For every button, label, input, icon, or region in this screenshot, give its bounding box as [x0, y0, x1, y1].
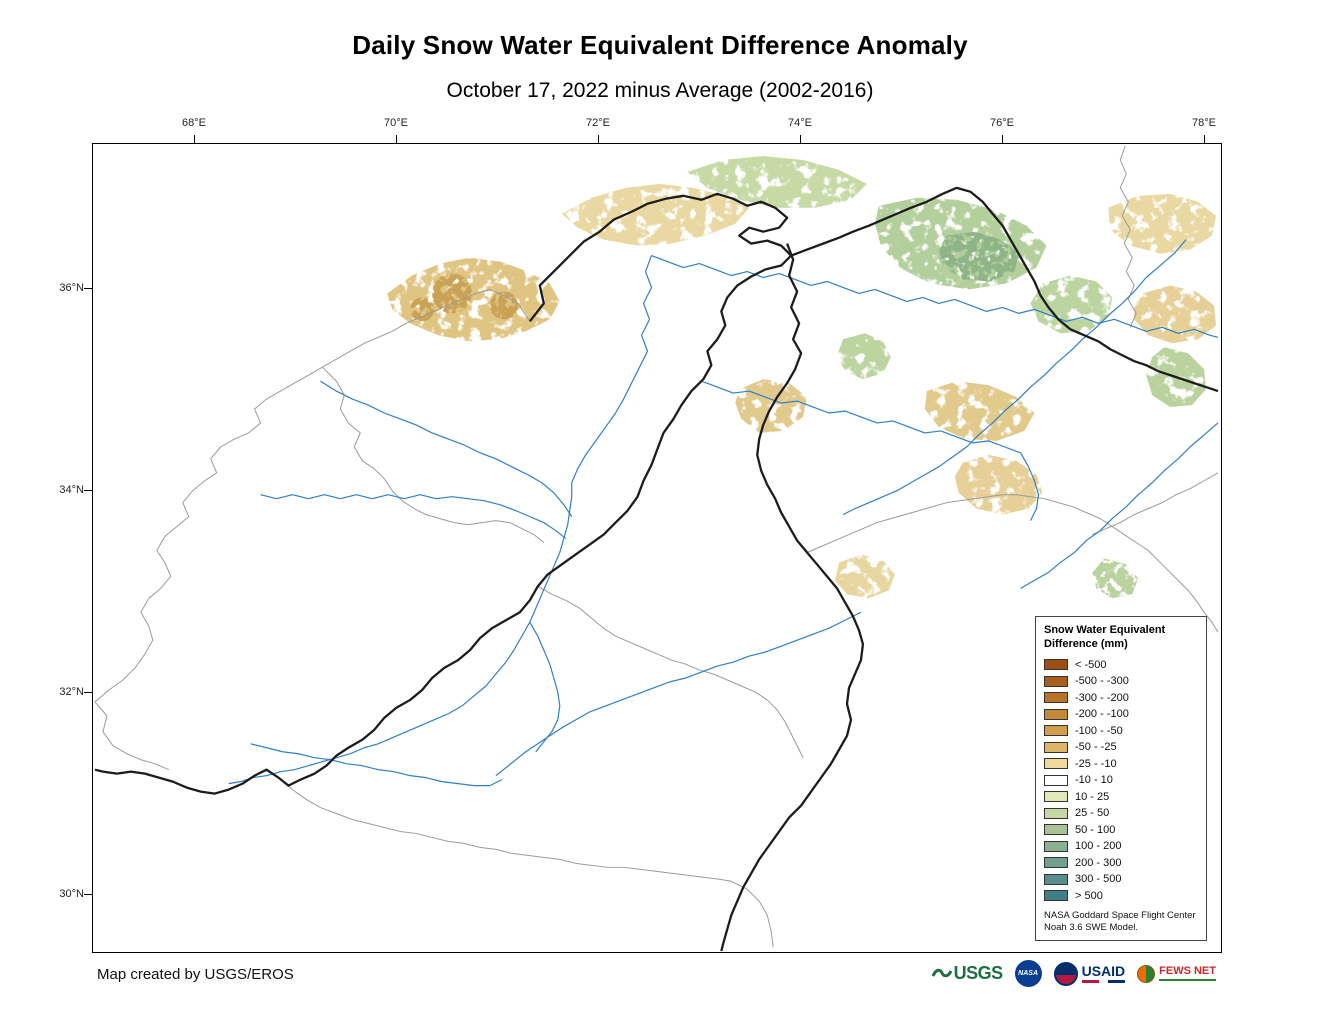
legend-entry: -25 - -10	[1044, 756, 1198, 773]
map-credit: Map created by USGS/EROS	[97, 966, 294, 983]
map-frame: Snow Water Equivalent Difference (mm) < …	[92, 143, 1222, 953]
legend-label: -25 - -10	[1075, 757, 1117, 770]
legend-swatch	[1044, 791, 1068, 803]
legend-entry: > 500	[1044, 888, 1198, 905]
usaid-logo-text: USAID	[1081, 963, 1126, 979]
legend-label: -200 - -100	[1075, 708, 1129, 721]
usgs-wave-icon	[931, 968, 952, 977]
x-tick-label: 76°E	[990, 117, 1014, 129]
x-tick-mark	[1204, 135, 1205, 143]
legend-entry: -200 - -100	[1044, 706, 1198, 723]
legend-entry: 200 - 300	[1044, 855, 1198, 872]
rivers	[228, 239, 1219, 787]
legend-label: 10 - 25	[1075, 790, 1110, 803]
x-tick-label: 78°E	[1192, 117, 1216, 129]
legend-swatch	[1044, 692, 1068, 704]
fews-net-logo: FEWS NET	[1137, 964, 1216, 983]
x-tick-mark	[396, 135, 397, 143]
legend-label: -100 - -50	[1075, 724, 1123, 737]
footer-logos: USGS NASA USAID FEWS NET	[931, 960, 1216, 987]
usgs-logo: USGS	[931, 963, 1004, 984]
legend-label: -50 - -25	[1075, 741, 1117, 754]
x-tick-label: 70°E	[384, 117, 408, 129]
legend-footnote: NASA Goddard Space Flight Center Noah 3.…	[1044, 910, 1196, 934]
page-subtitle: October 17, 2022 minus Average (2002-201…	[446, 79, 874, 102]
legend-swatch	[1044, 659, 1068, 671]
anomaly-regions	[387, 155, 1217, 726]
legend-label: 200 - 300	[1075, 856, 1122, 869]
legend-entry: 10 - 25	[1044, 789, 1198, 806]
usgs-logo-text: USGS	[953, 963, 1004, 983]
legend-label: 100 - 200	[1075, 840, 1122, 853]
legend-entry: -50 - -25	[1044, 739, 1198, 756]
legend-entry: -100 - -50	[1044, 723, 1198, 740]
y-tick-label: 30°N	[59, 888, 84, 900]
y-tick-mark	[84, 288, 92, 289]
page-title: Daily Snow Water Equivalent Difference A…	[352, 30, 968, 60]
legend-label: -10 - 10	[1075, 774, 1113, 787]
legend-label: -500 - -300	[1075, 675, 1129, 688]
fews-net-stripe	[1159, 979, 1216, 981]
legend-swatch	[1044, 774, 1068, 786]
y-tick-label: 32°N	[59, 686, 84, 698]
y-tick-mark	[84, 490, 92, 491]
legend-entry: 300 - 500	[1044, 871, 1198, 888]
nasa-logo: NASA	[1014, 960, 1042, 987]
legend-entry: 25 - 50	[1044, 805, 1198, 822]
legend-swatch	[1044, 675, 1068, 687]
usaid-stripe	[1081, 980, 1126, 983]
usaid-logo: USAID	[1053, 961, 1126, 986]
x-tick-label: 68°E	[182, 117, 206, 129]
y-tick-mark	[84, 894, 92, 895]
legend-label: 25 - 50	[1075, 807, 1110, 820]
legend-label: 300 - 500	[1075, 873, 1122, 886]
legend-label: -300 - -200	[1075, 691, 1129, 704]
legend-entry: < -500	[1044, 657, 1198, 674]
legend-swatch	[1044, 708, 1068, 720]
legend-swatch	[1044, 758, 1068, 770]
legend-swatch	[1044, 741, 1068, 753]
basin-boundary-major	[94, 186, 1219, 951]
y-tick-label: 36°N	[59, 282, 84, 294]
y-tick-mark	[84, 692, 92, 693]
x-tick-mark	[800, 135, 801, 143]
legend-entry: 50 - 100	[1044, 822, 1198, 839]
legend-swatch	[1044, 840, 1068, 852]
usaid-emblem-icon	[1053, 961, 1078, 986]
legend-label: < -500	[1075, 658, 1107, 671]
y-tick-label: 34°N	[59, 484, 84, 496]
legend-label: 50 - 100	[1075, 823, 1116, 836]
legend-entries: < -500 -500 - -300 -300 - -200 -200 - -100 -…	[1044, 657, 1198, 905]
x-tick-label: 72°E	[586, 117, 610, 129]
fews-net-emblem-icon	[1137, 964, 1156, 983]
legend-swatch	[1044, 890, 1068, 902]
legend-entry: 100 - 200	[1044, 838, 1198, 855]
legend-entry: -300 - -200	[1044, 690, 1198, 707]
fews-net-logo-text: FEWS NET	[1159, 965, 1216, 977]
x-tick-mark	[194, 135, 195, 143]
x-tick-mark	[598, 135, 599, 143]
legend-swatch	[1044, 873, 1068, 885]
x-tick-mark	[1002, 135, 1003, 143]
legend-swatch	[1044, 824, 1068, 836]
legend-title: Snow Water Equivalent Difference (mm)	[1044, 624, 1166, 651]
legend-entry: -500 - -300	[1044, 673, 1198, 690]
legend-swatch	[1044, 807, 1068, 819]
legend-entry: -10 - 10	[1044, 772, 1198, 789]
map-canvas	[94, 145, 1219, 951]
x-tick-label: 74°E	[788, 117, 812, 129]
legend-label: > 500	[1075, 889, 1103, 902]
legend: Snow Water Equivalent Difference (mm) < …	[1035, 616, 1207, 941]
nasa-logo-text: NASA	[1018, 970, 1039, 977]
legend-swatch	[1044, 725, 1068, 737]
legend-swatch	[1044, 857, 1068, 869]
